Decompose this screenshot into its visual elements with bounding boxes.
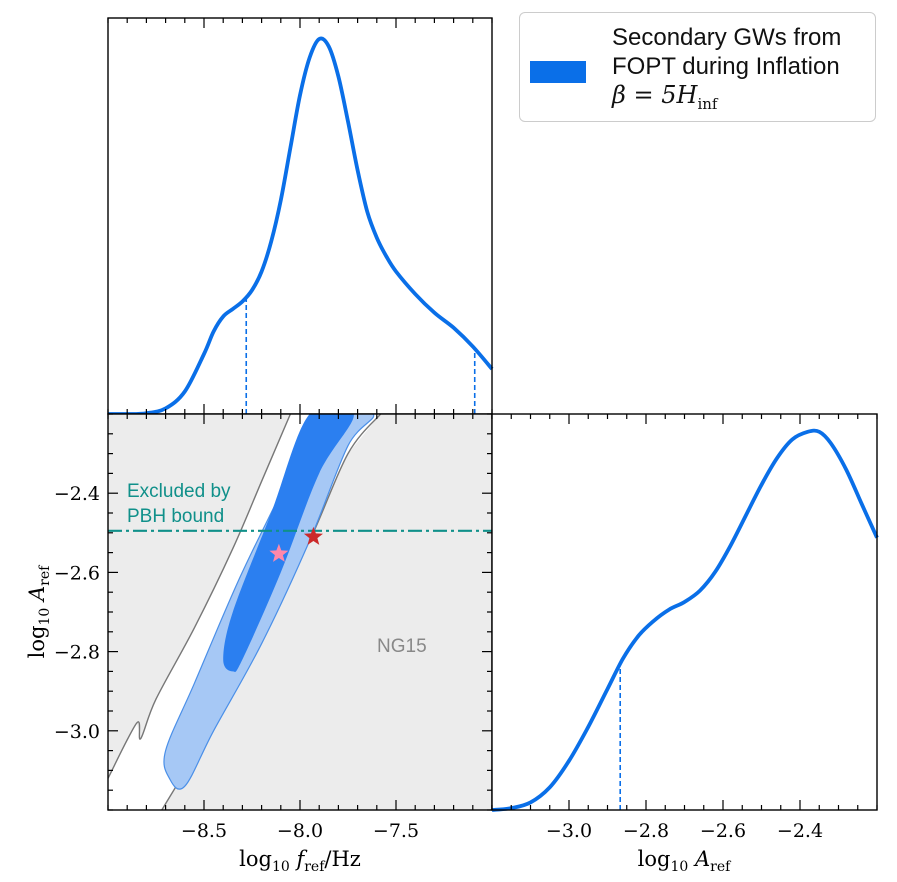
ng15-label: NG15 bbox=[377, 636, 427, 657]
panel-2d-contour: Excluded by PBH bound NG15 −8.5 −8.0 −7.5 −… bbox=[25, 413, 493, 875]
best-fit-red-star bbox=[303, 526, 323, 545]
marginal-curve-fref bbox=[107, 36, 494, 416]
br-xtick-label: −3.0 bbox=[546, 820, 592, 842]
x-axis-label-fref: log10 fref/Hz bbox=[239, 847, 361, 875]
panel-bottom-right-frame bbox=[491, 413, 878, 811]
excluded-label-line2: PBH bound bbox=[127, 506, 224, 527]
br-xtick-label: −2.4 bbox=[777, 820, 823, 842]
y-axis-label-aref: log10 Aref bbox=[25, 564, 53, 658]
mid-xtick-label: −7.5 bbox=[373, 820, 419, 842]
x-axis-label-aref: log10 Aref bbox=[638, 847, 732, 875]
panel-top-left bbox=[107, 17, 494, 416]
mid-ytick-label: −2.6 bbox=[54, 562, 100, 584]
marginal-curve-aref bbox=[491, 428, 879, 812]
legend-line1: Secondary GWs from bbox=[612, 24, 842, 51]
legend: Secondary GWs from FOPT during Inflation… bbox=[519, 12, 876, 122]
legend-swatch bbox=[530, 61, 586, 83]
br-xtick-label: −2.6 bbox=[700, 820, 746, 842]
legend-sub: inf bbox=[697, 94, 718, 113]
mid-xtick-label: −8.0 bbox=[277, 820, 323, 842]
posterior-contour-68 bbox=[223, 414, 354, 672]
mid-ytick-label: −2.4 bbox=[54, 483, 100, 505]
ng15-contour-left bbox=[108, 414, 292, 779]
excluded-label-line1: Excluded by bbox=[127, 481, 231, 502]
mid-ytick-label: −2.8 bbox=[54, 642, 100, 664]
legend-line3: β = 5Hinf bbox=[612, 81, 841, 119]
legend-text: Secondary GWs from FOPT during Inflation… bbox=[612, 23, 841, 119]
posterior-contour-95 bbox=[163, 414, 375, 790]
legend-beta: β = 5H bbox=[612, 81, 698, 109]
pink-star bbox=[269, 543, 289, 562]
mid-xtick-label: −8.5 bbox=[181, 820, 227, 842]
br-xtick-label: −2.8 bbox=[623, 820, 669, 842]
panel-bottom-right: −3.0 −2.8 −2.6 −2.4 log10 Aref bbox=[491, 413, 879, 875]
mid-ytick-label: −3.0 bbox=[54, 721, 100, 743]
legend-line2: FOPT during Inflation bbox=[612, 53, 840, 80]
